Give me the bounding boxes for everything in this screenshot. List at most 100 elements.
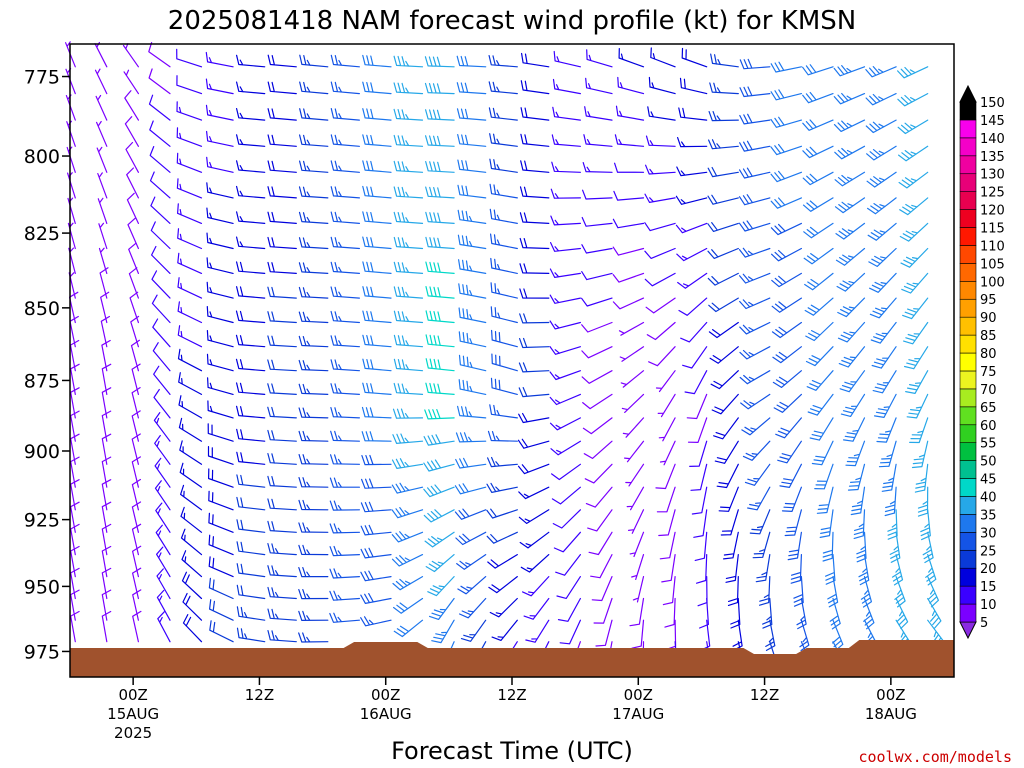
wind-barb: [267, 160, 297, 173]
wind-barb: [361, 478, 392, 489]
wind-barb: [834, 171, 866, 187]
wind-barb: [644, 247, 676, 259]
colorbar-swatch: [959, 549, 977, 569]
wind-barb: [847, 463, 866, 491]
colorbar-label: 90: [980, 311, 997, 326]
wind-barb: [819, 509, 834, 538]
wind-barb: [330, 108, 360, 121]
wind-barb: [425, 186, 455, 199]
wind-barb: [898, 171, 929, 189]
wind-barb: [458, 331, 487, 348]
wind-barb: [267, 608, 297, 621]
wind-barb: [98, 222, 108, 250]
wind-barb: [298, 610, 329, 621]
wind-barb: [267, 261, 297, 274]
wind-barb: [549, 393, 581, 406]
wind-barb: [802, 91, 834, 104]
wind-barb: [148, 94, 171, 121]
wind-barb: [803, 222, 834, 239]
wind-barb: [95, 94, 108, 121]
wind-barb: [856, 531, 867, 563]
wind-barb: [425, 261, 455, 274]
wind-barb: [615, 105, 645, 121]
wind-barb: [360, 593, 392, 604]
wind-barb: [299, 134, 329, 147]
wind-barb: [70, 456, 80, 488]
wind-barb: [519, 313, 550, 324]
wind-barb: [457, 576, 487, 595]
wind-barb: [150, 196, 171, 224]
wind-barb: [128, 267, 139, 299]
wind-barb: [772, 370, 802, 388]
wind-barb: [153, 412, 171, 442]
wind-barbs: [65, 41, 944, 673]
colorbar-swatch: [959, 155, 977, 175]
wind-barb: [208, 577, 234, 600]
wind-barb: [178, 395, 203, 419]
wind-barb: [236, 405, 266, 419]
wind-barb: [675, 222, 708, 234]
wind-barb: [177, 348, 203, 372]
wind-barb: [521, 52, 550, 68]
wind-barb: [889, 531, 901, 563]
wind-barb: [425, 211, 455, 224]
wind-barb: [678, 107, 708, 121]
wind-barb: [235, 310, 266, 324]
x-tick-label-sub1: 18AUG: [865, 705, 917, 723]
wind-barb: [330, 383, 360, 395]
wind-barb: [206, 353, 234, 372]
colorbar-label: 80: [980, 347, 997, 362]
wind-barb: [181, 571, 203, 600]
wind-barb: [124, 116, 139, 147]
wind-barb: [779, 463, 802, 488]
wind-barb: [867, 222, 897, 241]
wind-barb: [66, 120, 76, 147]
wind-barb: [614, 162, 645, 173]
wind-barb: [455, 457, 487, 469]
wind-barb: [487, 554, 518, 569]
wind-barb: [708, 297, 739, 313]
colorbar-swatch: [959, 370, 977, 390]
wind-barb: [329, 545, 360, 557]
wind-barb: [662, 576, 676, 606]
wind-barb: [917, 486, 929, 517]
wind-barb: [658, 509, 676, 537]
wind-barb: [267, 81, 297, 95]
wind-barb: [684, 370, 708, 395]
wind-barb: [361, 406, 392, 419]
wind-barb: [843, 417, 866, 442]
wind-barb: [208, 490, 234, 511]
x-tick-label-sub1: 16AUG: [360, 705, 412, 723]
wind-barb: [739, 167, 771, 179]
wind-barb: [625, 463, 645, 487]
wind-barb: [236, 211, 266, 224]
wind-barb: [457, 184, 487, 199]
colorbar-label: 45: [980, 473, 997, 488]
wind-barb: [583, 440, 613, 459]
wind-barb: [770, 89, 802, 101]
wind-barb: [490, 377, 518, 395]
wind-barb: [518, 362, 550, 373]
wind-barb: [911, 440, 929, 469]
wind-barb: [206, 232, 234, 250]
wind-barb: [330, 160, 360, 173]
wind-barb: [456, 108, 487, 121]
wind-barb: [177, 301, 203, 324]
wind-barb: [519, 531, 550, 549]
wind-barb: [267, 134, 297, 147]
wind-barb: [491, 619, 518, 641]
wind-barb: [770, 170, 802, 183]
wind-barb: [489, 597, 518, 618]
wind-barb: [629, 597, 645, 627]
wind-barb: [914, 463, 929, 493]
wind-barb: [148, 42, 171, 68]
wind-barb: [770, 222, 802, 236]
wind-barb: [909, 417, 929, 444]
colorbar-swatch: [959, 334, 977, 354]
wind-barb: [738, 247, 771, 258]
wind-barb: [833, 92, 866, 105]
wind-barb: [267, 429, 297, 442]
wind-barb: [391, 482, 424, 494]
wind-barb: [130, 315, 140, 348]
wind-barb: [457, 405, 487, 419]
